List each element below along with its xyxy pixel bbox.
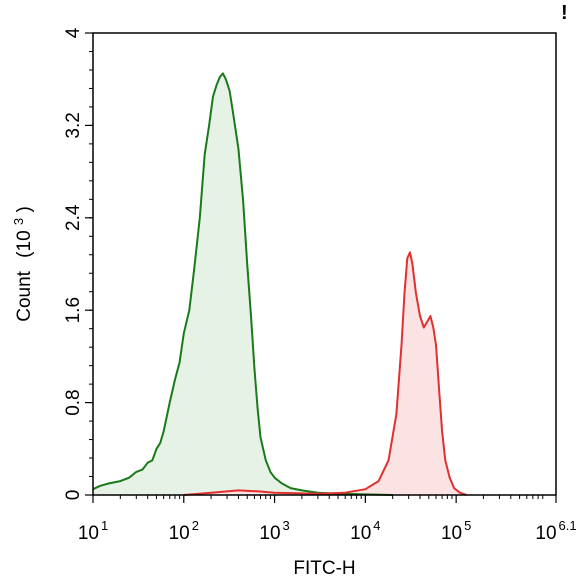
series-line-2: [183, 251, 467, 496]
x-tick-label: 10 3: [259, 518, 289, 544]
y-axis-label: Count (10 3 ): [7, 206, 35, 322]
y-tick-label: 4: [63, 27, 84, 38]
corner-mark: !: [561, 2, 568, 24]
plot-frame: [92, 32, 557, 496]
y-axis-ticks: 0 0.8 1.6 2.4 3.2 4: [63, 27, 93, 500]
y-tick-label: 0: [63, 490, 84, 501]
y-axis-label-text: Count: [14, 270, 35, 321]
y-tick-label: 1.6: [63, 297, 84, 323]
y-tick-label: 2.4: [63, 204, 84, 231]
y-tick-label: 0.8: [63, 389, 84, 415]
x-tick-label: 10 4: [350, 518, 380, 544]
series-lines: [92, 72, 467, 496]
series-line-1: [92, 72, 393, 496]
x-axis-label: FITC-H: [293, 558, 355, 579]
y-axis-unit-base: (10: [14, 230, 35, 257]
y-axis-unit-close: ): [14, 206, 35, 212]
y-tick-label: 3.2: [63, 112, 84, 138]
x-tick-label: 10 5: [441, 518, 471, 544]
x-tick-label: 10 1: [78, 518, 108, 544]
x-axis-ticks: 10 1 10 2 10 3 10 4 10 5 10 6.1: [78, 495, 577, 544]
series-area-2: [183, 252, 467, 495]
series-area-1: [93, 73, 393, 496]
y-axis-unit-exp: 3: [11, 218, 26, 225]
x-tick-label: 10 2: [169, 518, 199, 544]
series-fills: [93, 73, 467, 496]
x-tick-label: 10 6.1: [535, 518, 576, 544]
